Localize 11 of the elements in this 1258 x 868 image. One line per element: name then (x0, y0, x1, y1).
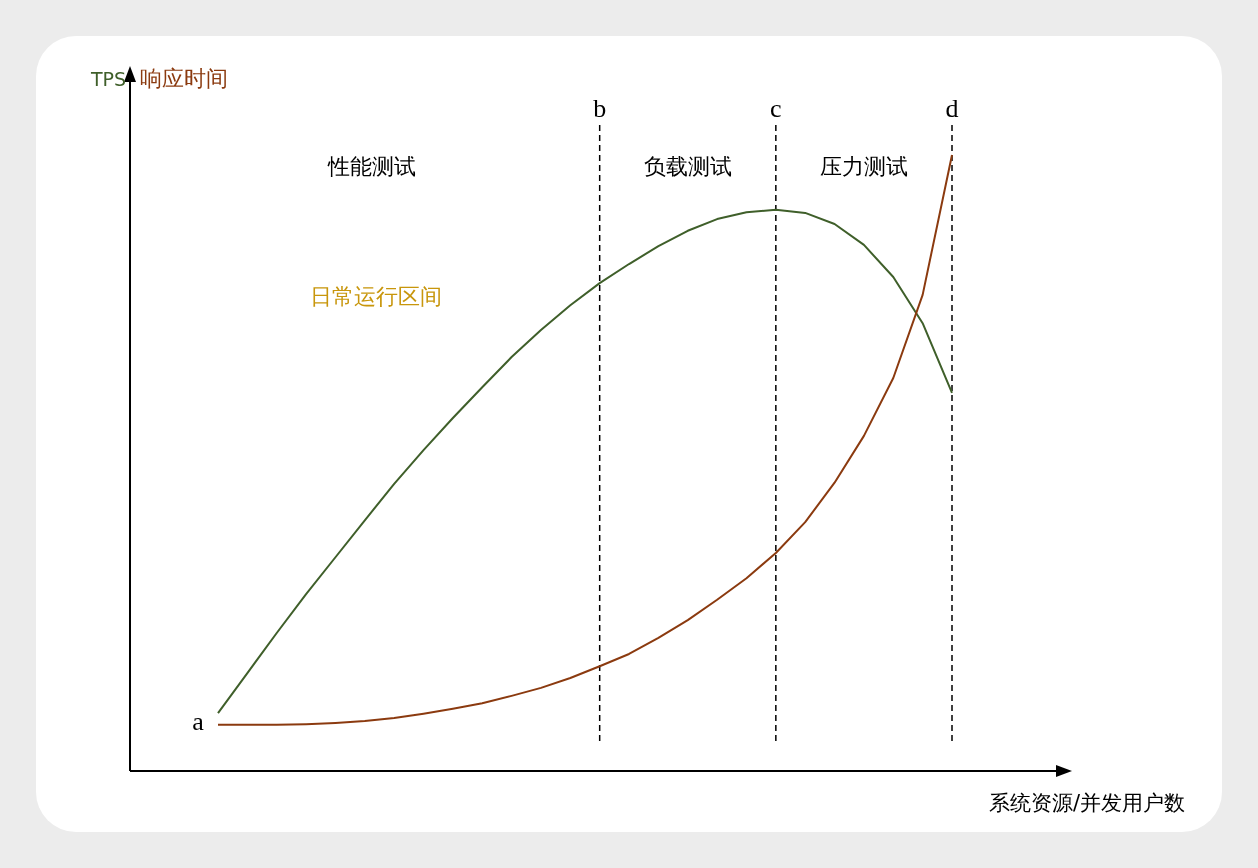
annotation: 压力测试 (820, 154, 908, 179)
annotation: 性能测试 (327, 154, 416, 179)
text: TPS (89, 68, 126, 90)
annotation: a (192, 707, 205, 736)
text: 响应时间 (140, 66, 228, 91)
text: b (593, 94, 607, 123)
text: c (770, 94, 782, 123)
annotation: 负载测试 (644, 154, 732, 179)
text: d (945, 94, 959, 123)
x-axis-title: 系统资源/并发用户数 (988, 791, 1185, 815)
annotation: 日常运行区间 (310, 284, 442, 309)
